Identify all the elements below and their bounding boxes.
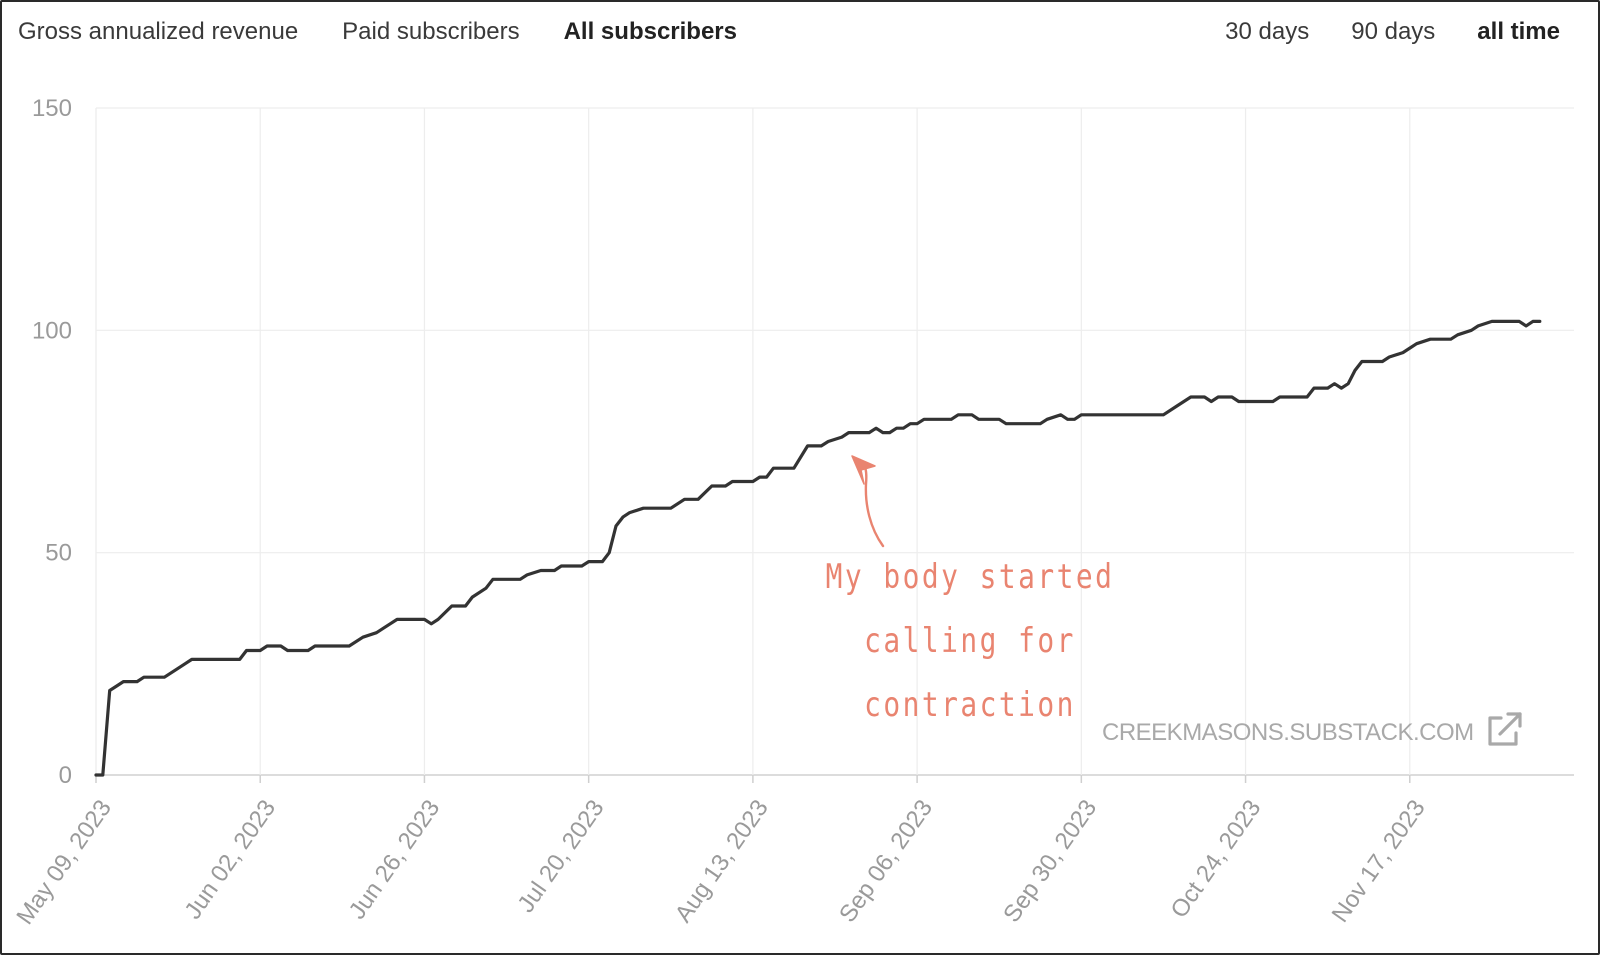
y-tick-label: 0 — [59, 762, 72, 789]
external-link-icon[interactable] — [1484, 710, 1524, 755]
annotation-line-3: contraction — [864, 685, 1076, 725]
annotation-line-2: calling for — [864, 621, 1076, 661]
y-tick-label: 50 — [45, 540, 72, 567]
tab-90-days[interactable]: 90 days — [1351, 18, 1436, 45]
y-tick-label: 150 — [32, 95, 72, 122]
watermark-text: CREEKMASONS.SUBSTACK.COM — [1102, 718, 1474, 746]
tab-gross-annualized-revenue[interactable]: Gross annualized revenue — [18, 18, 299, 45]
x-tick-label: Sep 06, 2023 — [834, 795, 938, 927]
axis-layer: 0 50 100 150 May 09, 2023 Jun 02, 2023 Jun 26,… — [11, 95, 1430, 930]
grid-layer — [95, 107, 1574, 776]
x-tick-label: Sep 30, 2023 — [998, 795, 1102, 927]
tab-paid-subscribers[interactable]: Paid subscribers — [342, 18, 520, 45]
x-tick-label: May 09, 2023 — [11, 795, 117, 930]
annotation-line-1: My body started — [825, 557, 1115, 597]
x-tick-label: Aug 13, 2023 — [670, 795, 774, 927]
y-tick-label: 100 — [32, 317, 72, 344]
substack-watermark[interactable]: CREEKMASONS.SUBSTACK.COM — [1102, 710, 1524, 755]
range-tabs: 30 days 90 days all time — [1183, 18, 1560, 46]
annotation-arrow — [851, 455, 885, 548]
tab-all-subscribers[interactable]: All subscribers — [563, 18, 737, 45]
x-tick-label: Jun 26, 2023 — [344, 795, 446, 924]
x-tick-label: Oct 24, 2023 — [1166, 795, 1267, 923]
annotation-note: My body started calling for contraction — [822, 545, 1117, 737]
x-tick-label: Jun 02, 2023 — [179, 795, 281, 924]
x-tick-label: Jul 20, 2023 — [512, 795, 609, 918]
tab-30-days[interactable]: 30 days — [1225, 18, 1310, 45]
x-tick-label: Nov 17, 2023 — [1327, 795, 1431, 927]
series-line-all-subscribers — [94, 319, 1542, 777]
series-layer — [94, 319, 1542, 777]
tab-all-time[interactable]: all time — [1477, 18, 1560, 45]
metric-tabs: Gross annualized revenue Paid subscriber… — [18, 18, 781, 46]
